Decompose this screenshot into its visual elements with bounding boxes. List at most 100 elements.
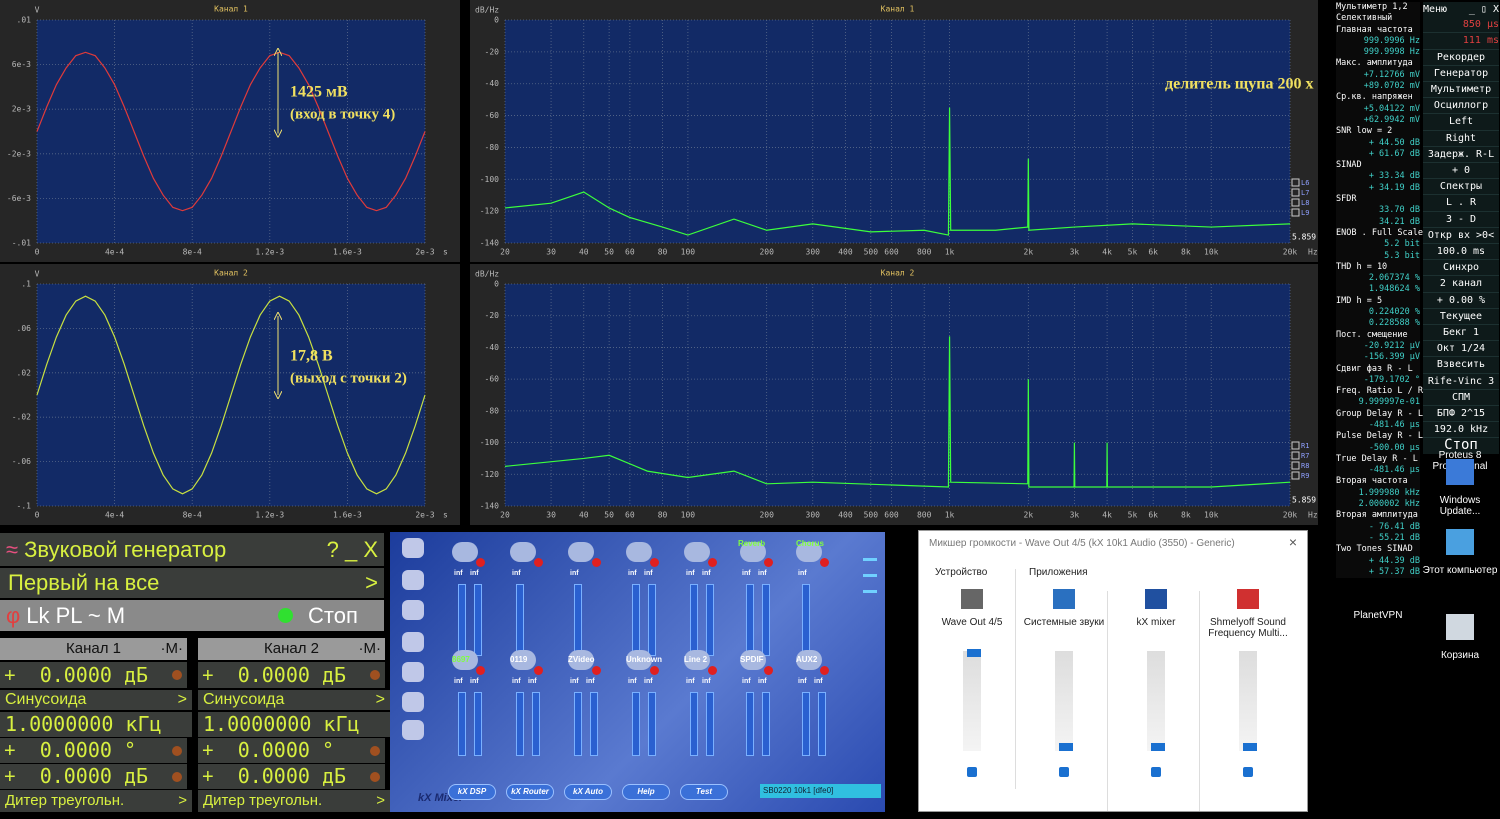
speaker-icon[interactable] — [1243, 767, 1253, 777]
field[interactable]: Синусоида — [5, 691, 87, 708]
volume-thumb[interactable] — [1059, 743, 1073, 751]
menu-item[interactable]: L . R — [1423, 195, 1499, 212]
preset-row[interactable]: Первый на все > — [0, 568, 384, 598]
side-icon[interactable] — [402, 692, 424, 712]
channel-name[interactable]: Wave Out 4/5 — [941, 617, 1003, 628]
kx-button[interactable]: Test — [680, 784, 728, 800]
menu-item[interactable]: Right — [1423, 131, 1499, 147]
close-button[interactable]: × — [1288, 534, 1297, 550]
menu-item[interactable]: 100.0 ms — [1423, 244, 1499, 261]
menu-controls[interactable]: _ ▯ X — [1468, 4, 1499, 15]
kx-button[interactable]: kX DSP — [448, 784, 496, 800]
menu-stop[interactable]: Стоп — [1444, 437, 1478, 454]
desktop-icon[interactable]: PlanetVPN — [1353, 610, 1403, 621]
channel-box[interactable] — [1291, 451, 1300, 460]
speaker-icon[interactable] — [1059, 767, 1069, 777]
menu-title[interactable]: Меню — [1423, 4, 1448, 15]
channel-icon[interactable] — [740, 542, 766, 562]
desktop-icon[interactable]: Windows Update... — [1439, 495, 1481, 517]
channel-icon[interactable] — [740, 650, 766, 670]
arrow[interactable]: > — [365, 570, 378, 595]
field[interactable]: Дитер треугольн. — [203, 792, 323, 809]
fader[interactable] — [762, 584, 770, 656]
channel-icon[interactable] — [452, 650, 478, 670]
side-icon[interactable] — [402, 720, 424, 740]
menu-item[interactable]: 850 µs — [1423, 17, 1499, 34]
channel-icon[interactable] — [510, 650, 536, 670]
side-icon[interactable] — [402, 538, 424, 558]
scroll-mark[interactable] — [863, 574, 877, 577]
channel-icon[interactable] — [684, 542, 710, 562]
menu-item[interactable]: Рекордер — [1423, 50, 1499, 66]
desktop-icon[interactable]: Корзина — [1440, 650, 1480, 661]
menu-item[interactable]: Rife-Vinc 3 — [1423, 374, 1499, 390]
channel-box[interactable] — [1291, 208, 1300, 217]
channel-box[interactable] — [1291, 178, 1300, 187]
menu-item[interactable]: Спектры — [1423, 179, 1499, 196]
channel-box[interactable] — [1291, 461, 1300, 470]
fader[interactable] — [532, 692, 540, 756]
fader[interactable] — [818, 692, 826, 756]
fader[interactable] — [516, 692, 524, 756]
field[interactable]: 0.0000 дБ — [39, 663, 149, 687]
fader[interactable] — [802, 584, 810, 656]
fader[interactable] — [648, 584, 656, 656]
menu-item[interactable]: Откр вх >0< — [1423, 228, 1499, 245]
fader[interactable] — [574, 584, 582, 656]
side-icon[interactable] — [402, 632, 424, 652]
field[interactable]: 1.0000000 кГц — [203, 712, 360, 736]
channel-icon[interactable] — [796, 650, 822, 670]
scroll-mark[interactable] — [863, 558, 877, 561]
field[interactable]: 0.0000 ° — [39, 738, 137, 762]
channel-m[interactable]: ·M· — [160, 640, 184, 657]
generator-controls[interactable]: ? _ X — [326, 537, 378, 562]
volume-thumb[interactable] — [967, 649, 981, 657]
field[interactable]: Синусоида — [203, 691, 285, 708]
field[interactable]: 0.0000 ° — [237, 738, 335, 762]
fader[interactable] — [802, 692, 810, 756]
channel-icon[interactable] — [796, 542, 822, 562]
menu-item[interactable]: Бекг 1 — [1423, 325, 1499, 342]
fader[interactable] — [746, 692, 754, 756]
menu-item[interactable]: 192.0 kHz — [1423, 422, 1499, 439]
menu-item[interactable]: СПМ — [1423, 390, 1499, 407]
mode[interactable]: Lk PL ~ M — [26, 603, 126, 628]
fader[interactable] — [762, 692, 770, 756]
channel-box[interactable] — [1291, 198, 1300, 207]
side-icon[interactable] — [402, 600, 424, 620]
arrow[interactable]: > — [177, 691, 187, 708]
menu-item[interactable]: 3 - D — [1423, 212, 1499, 228]
menu-item[interactable]: 111 ms — [1423, 33, 1499, 50]
arrow[interactable]: > — [376, 792, 385, 809]
field[interactable]: 0.0000 дБ — [39, 764, 149, 788]
menu-item[interactable]: Задерж. R-L — [1423, 147, 1499, 164]
stop-button[interactable]: Стоп — [308, 603, 358, 628]
field[interactable]: 0.0000 дБ — [237, 764, 347, 788]
speaker-icon[interactable] — [1151, 767, 1161, 777]
fader[interactable] — [590, 692, 598, 756]
desktop-icon[interactable]: Этот компьютер — [1422, 565, 1498, 576]
fader[interactable] — [516, 584, 524, 656]
channel-icon[interactable] — [568, 542, 594, 562]
side-icon[interactable] — [402, 570, 424, 590]
menu-item[interactable]: БПФ 2^15 — [1423, 406, 1499, 423]
fader[interactable] — [458, 584, 466, 656]
channel-icon[interactable] — [626, 650, 652, 670]
channel-m[interactable]: ·M· — [358, 640, 382, 657]
speaker-icon[interactable] — [967, 767, 977, 777]
preset[interactable]: Первый на все — [8, 570, 160, 595]
menu-item[interactable]: Синхро — [1423, 260, 1499, 277]
menu-item[interactable]: 2 канал — [1423, 276, 1499, 293]
field[interactable]: Дитер треугольн. — [5, 792, 125, 809]
kx-button[interactable]: Help — [622, 784, 670, 800]
fader[interactable] — [632, 692, 640, 756]
menu-item[interactable]: + 0 — [1423, 163, 1499, 180]
fader[interactable] — [746, 584, 754, 656]
kx-button[interactable]: kX Auto — [564, 784, 612, 800]
channel-icon[interactable] — [452, 542, 478, 562]
channel-icon[interactable] — [626, 542, 652, 562]
field[interactable]: 0.0000 дБ — [237, 663, 347, 687]
field[interactable]: 1.0000000 кГц — [5, 712, 162, 736]
fader[interactable] — [648, 692, 656, 756]
menu-item[interactable]: Взвесить — [1423, 357, 1499, 374]
